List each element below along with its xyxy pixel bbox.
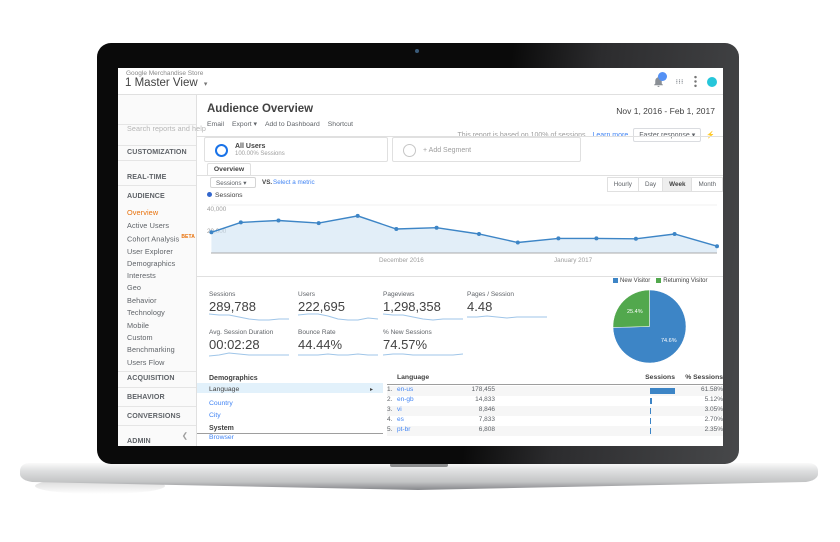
svg-text:25.4%: 25.4% (627, 309, 643, 315)
svg-text:74.6%: 74.6% (661, 338, 677, 344)
